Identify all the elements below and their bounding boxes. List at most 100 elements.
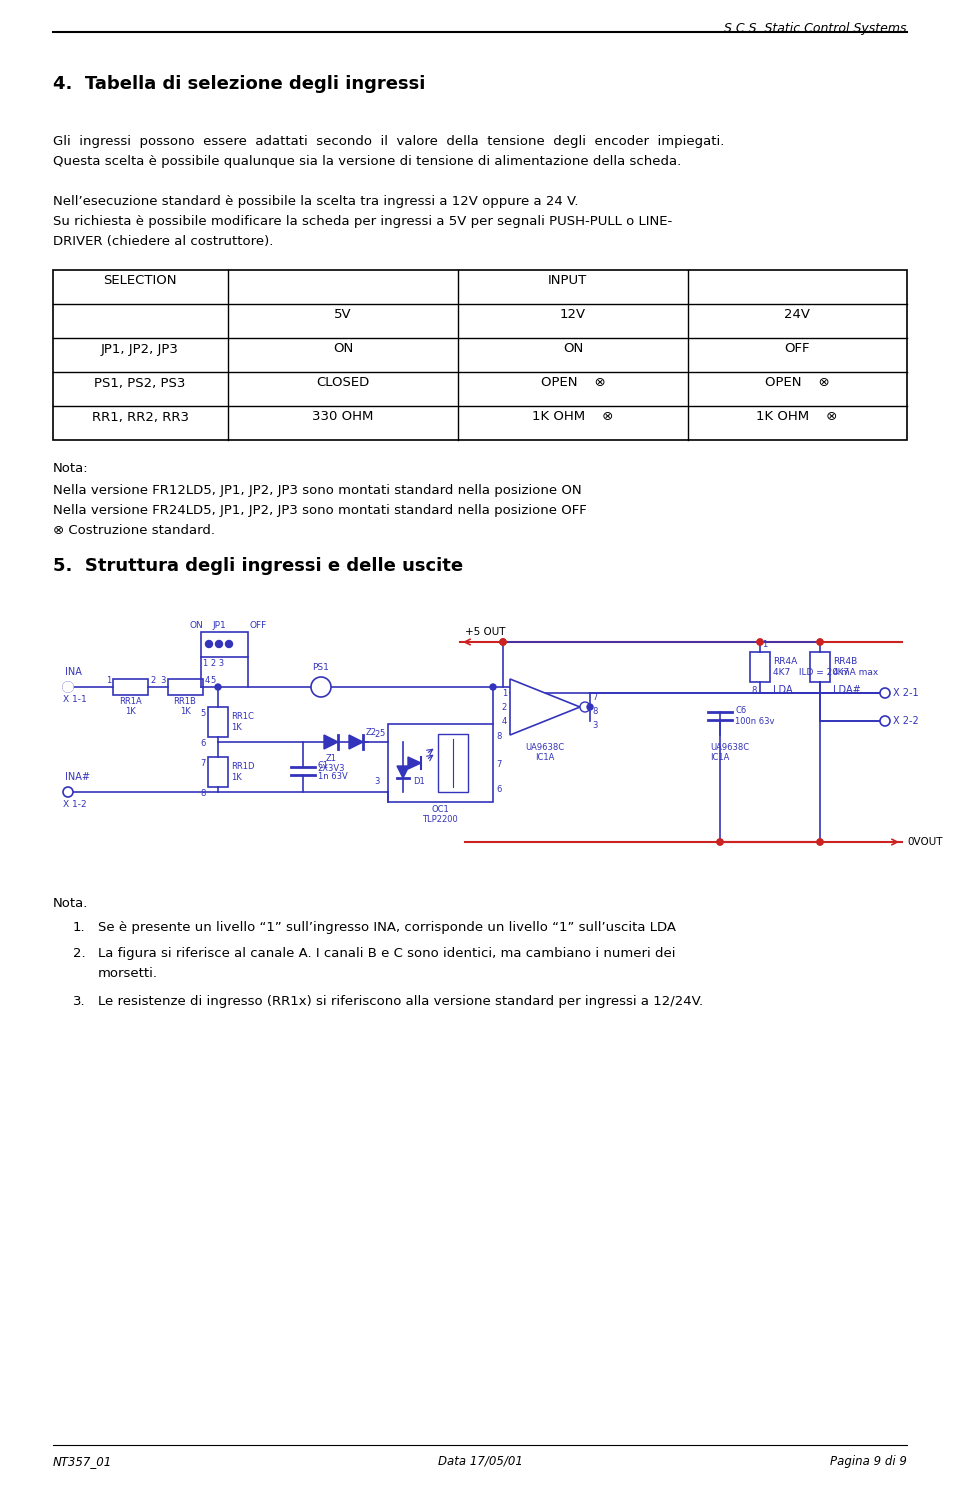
Text: 5: 5 — [380, 729, 385, 738]
Text: Nella versione FR24LD5, JP1, JP2, JP3 sono montati standard nella posizione OFF: Nella versione FR24LD5, JP1, JP2, JP3 so… — [53, 504, 587, 518]
Text: 4.  Tabella di selezione degli ingressi: 4. Tabella di selezione degli ingressi — [53, 75, 425, 93]
Text: INA#: INA# — [65, 772, 90, 782]
Text: 1.: 1. — [73, 921, 85, 934]
Circle shape — [500, 639, 506, 645]
Circle shape — [880, 716, 890, 726]
Text: JP1, JP2, JP3: JP1, JP2, JP3 — [101, 342, 179, 355]
Polygon shape — [510, 680, 580, 735]
Text: 5: 5 — [211, 676, 216, 686]
Polygon shape — [408, 758, 421, 770]
Text: 8: 8 — [496, 732, 501, 741]
Text: X 2-2: X 2-2 — [893, 716, 919, 726]
Bar — [201, 632, 248, 657]
Text: Z1
2X3V3: Z1 2X3V3 — [317, 754, 345, 774]
Text: Gli  ingressi  possono  essere  adattati  secondo  il  valore  della  tensione  : Gli ingressi possono essere adattati sec… — [53, 135, 725, 148]
Text: DRIVER (chiedere al costruttore).: DRIVER (chiedere al costruttore). — [53, 236, 274, 248]
Circle shape — [587, 704, 593, 710]
Text: 5.  Struttura degli ingressi e delle uscite: 5. Struttura degli ingressi e delle usci… — [53, 556, 463, 574]
Circle shape — [717, 839, 723, 844]
Circle shape — [63, 682, 73, 692]
Text: 3: 3 — [160, 676, 166, 686]
Circle shape — [580, 702, 590, 712]
Text: PS1: PS1 — [313, 663, 329, 672]
Text: 1 2 3: 1 2 3 — [203, 658, 224, 668]
Text: Le resistenze di ingresso (RR1x) si riferiscono alla versione standard per ingre: Le resistenze di ingresso (RR1x) si rife… — [98, 994, 703, 1008]
Circle shape — [490, 684, 496, 690]
Text: OFF: OFF — [250, 621, 267, 630]
Text: morsetti.: morsetti. — [98, 968, 158, 980]
Text: 7: 7 — [496, 760, 501, 770]
Text: RR1A
1K: RR1A 1K — [119, 698, 141, 717]
Circle shape — [226, 640, 232, 648]
Text: 1: 1 — [762, 640, 767, 650]
Text: UA9638C
IC1A: UA9638C IC1A — [525, 742, 564, 762]
Text: 1K OHM    ⊗: 1K OHM ⊗ — [756, 411, 838, 423]
Text: RR1, RR2, RR3: RR1, RR2, RR3 — [91, 411, 188, 423]
Text: LDA: LDA — [773, 686, 793, 694]
Circle shape — [500, 639, 506, 645]
Circle shape — [63, 788, 73, 796]
Text: INPUT: INPUT — [547, 274, 587, 288]
Text: 2.: 2. — [73, 946, 85, 960]
Text: X 2-1: X 2-1 — [893, 688, 919, 698]
Polygon shape — [324, 735, 338, 748]
Bar — [750, 652, 770, 682]
Text: 5: 5 — [201, 710, 206, 718]
Text: 6: 6 — [496, 784, 501, 794]
Text: 7: 7 — [592, 693, 597, 702]
Text: LDA#: LDA# — [833, 686, 861, 694]
Text: X 1-2: X 1-2 — [63, 800, 86, 808]
Text: ON: ON — [333, 342, 353, 355]
Text: Nota.: Nota. — [53, 897, 88, 910]
Circle shape — [205, 640, 212, 648]
Text: Pagina 9 di 9: Pagina 9 di 9 — [830, 1455, 907, 1468]
Polygon shape — [349, 735, 363, 748]
Text: 2: 2 — [502, 702, 507, 711]
Bar — [53, 270, 907, 440]
Text: 3.: 3. — [73, 994, 85, 1008]
Text: JP1: JP1 — [212, 621, 226, 630]
Text: INA: INA — [65, 668, 82, 676]
Circle shape — [500, 639, 506, 645]
Text: CLOSED: CLOSED — [317, 376, 370, 390]
Text: OPEN    ⊗: OPEN ⊗ — [540, 376, 606, 390]
Text: La figura si riferisce al canale A. I canali B e C sono identici, ma cambiano i : La figura si riferisce al canale A. I ca… — [98, 946, 676, 960]
Circle shape — [311, 676, 331, 698]
Circle shape — [817, 839, 823, 844]
Text: OC1
TLP2200: OC1 TLP2200 — [422, 806, 458, 825]
Text: 12V: 12V — [560, 309, 586, 321]
Bar — [438, 734, 468, 792]
Text: 3: 3 — [592, 720, 597, 729]
Text: NT357_01: NT357_01 — [53, 1455, 112, 1468]
Bar — [208, 706, 228, 736]
Text: RR1C
1K: RR1C 1K — [231, 712, 253, 732]
Bar — [168, 680, 203, 694]
Text: 1: 1 — [106, 676, 111, 686]
Text: SELECTION: SELECTION — [104, 274, 177, 288]
Circle shape — [817, 639, 823, 645]
Text: 330 OHM: 330 OHM — [312, 411, 373, 423]
Text: OPEN    ⊗: OPEN ⊗ — [765, 376, 829, 390]
Text: 2: 2 — [374, 730, 380, 740]
Text: Nota:: Nota: — [53, 462, 88, 476]
Text: 2: 2 — [150, 676, 156, 686]
Circle shape — [757, 639, 763, 645]
Text: Nell’esecuzione standard è possibile la scelta tra ingressi a 12V oppure a 24 V.: Nell’esecuzione standard è possibile la … — [53, 195, 579, 208]
Text: ON: ON — [189, 621, 203, 630]
Text: 3: 3 — [374, 777, 380, 786]
Bar — [113, 680, 148, 694]
Text: X 1-1: X 1-1 — [63, 694, 86, 703]
Text: +5 OUT: +5 OUT — [465, 627, 506, 638]
Text: RR1B
1K: RR1B 1K — [174, 698, 197, 717]
Text: 4: 4 — [205, 676, 210, 686]
Circle shape — [717, 839, 723, 844]
Circle shape — [817, 839, 823, 844]
Polygon shape — [397, 766, 409, 778]
Circle shape — [63, 682, 73, 692]
Circle shape — [215, 684, 221, 690]
Text: 1K OHM    ⊗: 1K OHM ⊗ — [533, 411, 613, 423]
Text: UA9638C
IC1A: UA9638C IC1A — [710, 742, 749, 762]
Text: 5V: 5V — [334, 309, 351, 321]
Text: ⊗ Costruzione standard.: ⊗ Costruzione standard. — [53, 524, 215, 537]
Text: Su richiesta è possibile modificare la scheda per ingressi a 5V per segnali PUSH: Su richiesta è possibile modificare la s… — [53, 214, 672, 228]
